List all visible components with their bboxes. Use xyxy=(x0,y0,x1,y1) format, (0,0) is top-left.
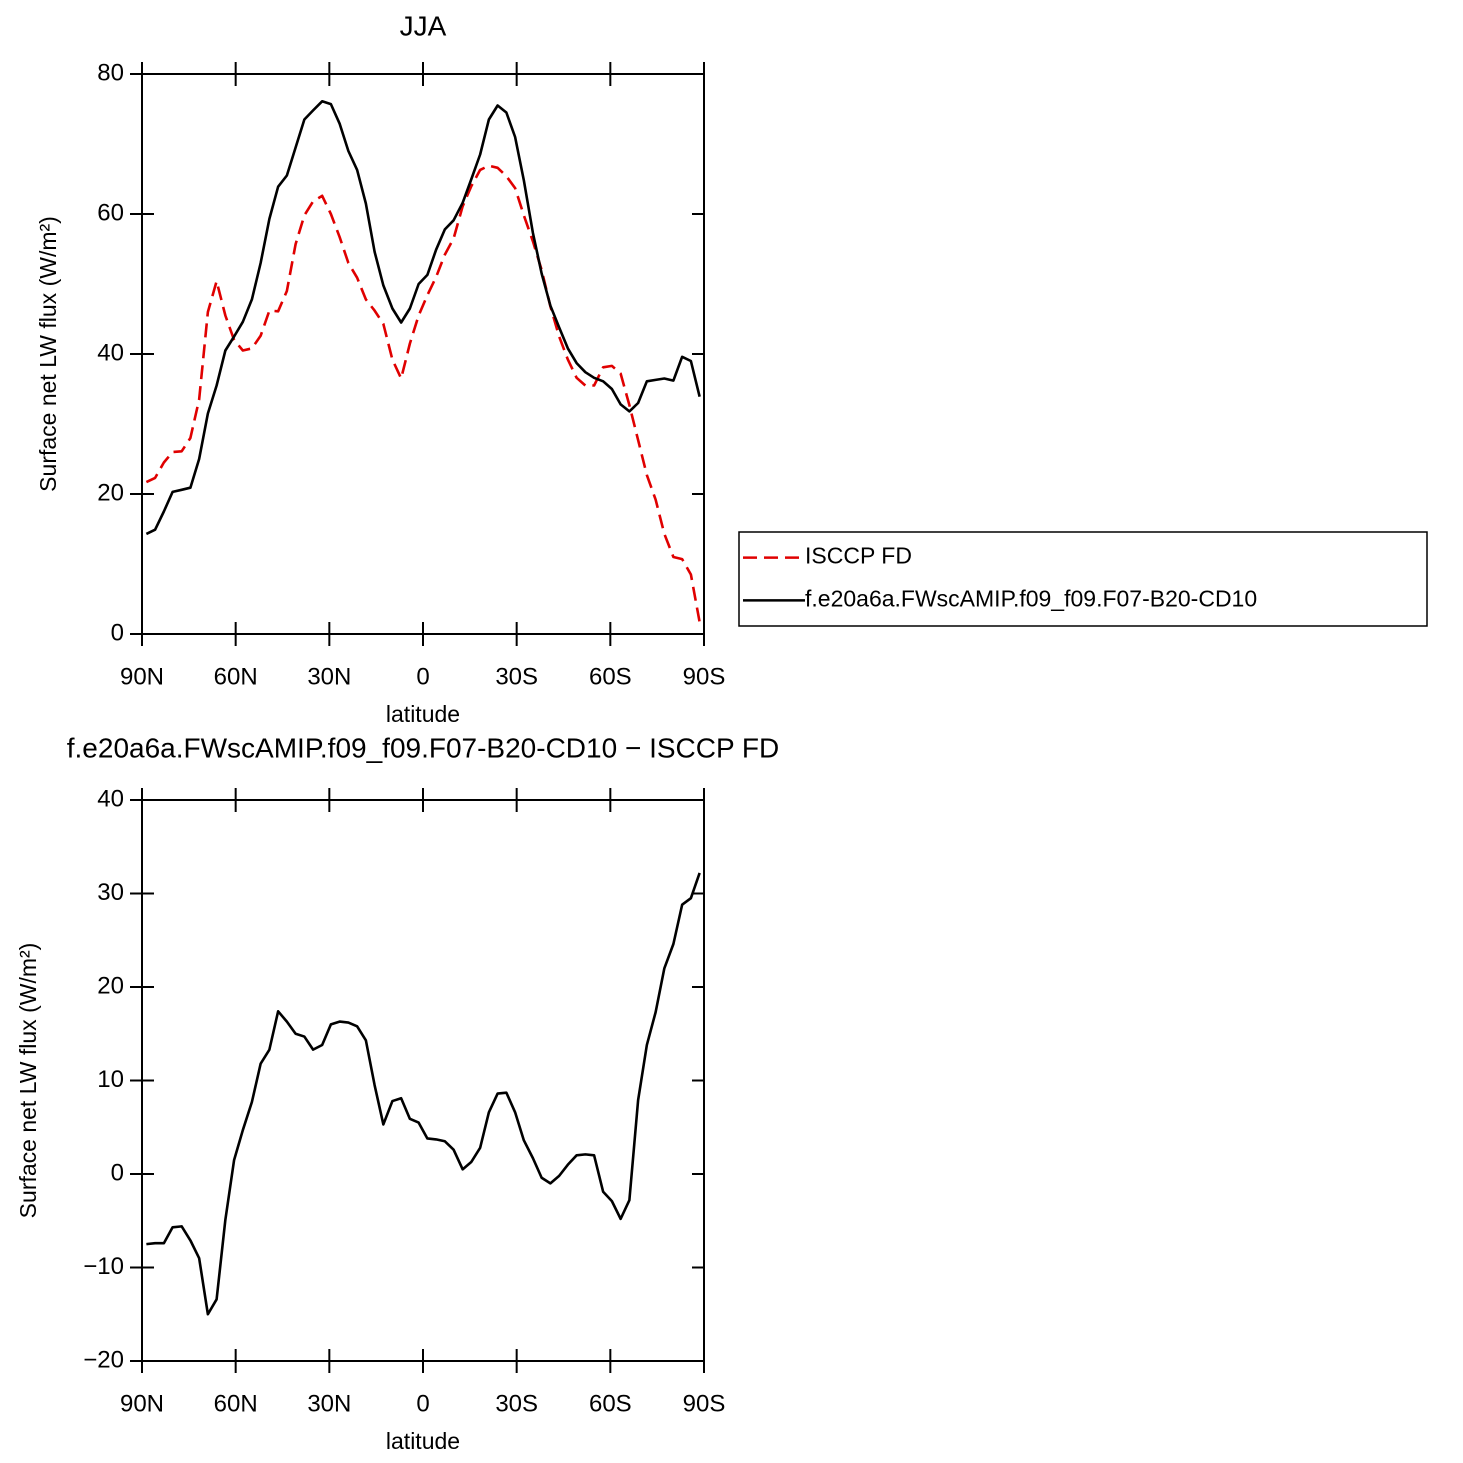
x-axis-label: latitude xyxy=(386,701,460,727)
plot-frame xyxy=(141,73,705,635)
data-line xyxy=(145,164,701,623)
y-axis-label: Surface net LW flux (W/m²) xyxy=(35,216,61,492)
x-tick-label: 60N xyxy=(214,663,258,690)
x-tick-label: 90N xyxy=(120,663,164,690)
y-axis-label: Surface net LW flux (W/m²) xyxy=(15,943,41,1219)
x-tick-label: 90S xyxy=(683,1390,726,1417)
x-axis-label: latitude xyxy=(386,1428,460,1454)
y-tick-label: 0 xyxy=(111,619,124,646)
y-tick-label: −10 xyxy=(83,1253,124,1280)
legend: ISCCP FD f.e20a6a.FWscAMIP.f09_f09.F07-B2… xyxy=(738,531,1428,627)
legend-label: ISCCP FD xyxy=(805,543,912,569)
y-tick-label: 80 xyxy=(97,59,124,86)
x-tick-label: 60S xyxy=(589,663,632,690)
x-tick-label: 30S xyxy=(495,663,538,690)
y-tick-label: 40 xyxy=(97,339,124,366)
data-line xyxy=(145,100,701,536)
data-line xyxy=(146,872,701,1316)
y-tick-label: 20 xyxy=(97,972,124,999)
x-tick-label: 0 xyxy=(416,663,429,690)
plot-frame xyxy=(141,799,705,1362)
legend-label: f.e20a6a.FWscAMIP.f09_f09.F07-B20-CD10 xyxy=(805,585,1257,611)
y-tick-label: −20 xyxy=(83,1346,124,1373)
x-tick-label: 30N xyxy=(307,1390,351,1417)
y-tick-label: 20 xyxy=(97,479,124,506)
y-tick-label: 40 xyxy=(97,785,124,812)
chart-title: JJA xyxy=(400,10,447,41)
y-tick-label: 0 xyxy=(111,1159,124,1186)
x-tick-label: 30S xyxy=(495,1390,538,1417)
y-tick-label: 60 xyxy=(97,199,124,226)
y-tick-label: 10 xyxy=(97,1066,124,1093)
x-tick-label: 60N xyxy=(214,1390,258,1417)
x-tick-label: 90N xyxy=(120,1390,164,1417)
x-tick-label: 90S xyxy=(683,663,726,690)
chart-title: f.e20a6a.FWscAMIP.f09_f09.F07-B20-CD10 −… xyxy=(67,732,780,763)
y-tick-label: 30 xyxy=(97,879,124,906)
legend-box xyxy=(738,531,1428,627)
x-tick-label: 0 xyxy=(416,1390,429,1417)
x-tick-label: 30N xyxy=(307,663,351,690)
x-tick-label: 60S xyxy=(589,1390,632,1417)
